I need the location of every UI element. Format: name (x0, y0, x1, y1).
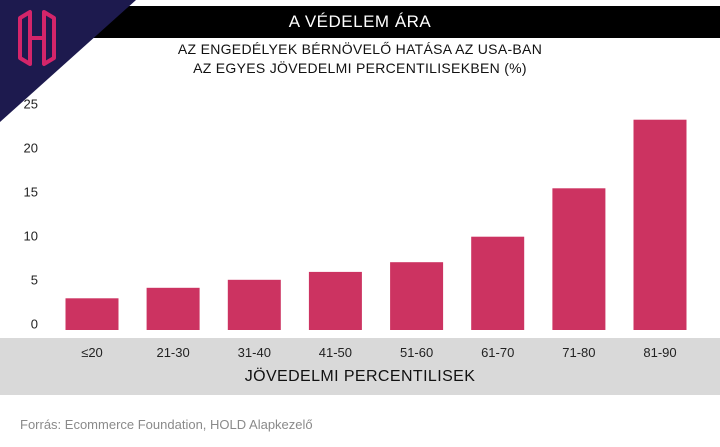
x-tick-label: 41-50 (319, 345, 352, 360)
y-tick-label: 15 (24, 185, 38, 200)
logo-h-icon (18, 10, 56, 66)
x-axis-band (0, 338, 720, 395)
x-tick-label: 81-90 (643, 345, 676, 360)
brand-logo (0, 0, 136, 122)
source-note: Forrás: Ecommerce Foundation, HOLD Alapk… (20, 417, 313, 432)
x-tick-label: 51-60 (400, 345, 433, 360)
bar-5 (390, 262, 444, 330)
chart-subtitle: AZ ENGEDÉLYEK BÉRNÖVELŐ HATÁSA AZ USA-BA… (160, 40, 560, 78)
logo-background-triangle (0, 0, 136, 122)
bar-4 (308, 271, 362, 330)
y-tick-label: 5 (31, 273, 38, 288)
y-tick-label: 10 (24, 229, 38, 244)
y-tick-label: 25 (24, 97, 38, 112)
x-tick-label: 21-30 (156, 345, 189, 360)
bar-3 (227, 279, 281, 330)
bar-2 (146, 287, 200, 330)
x-tick-label: 61-70 (481, 345, 514, 360)
y-tick-label: 0 (31, 317, 38, 332)
header-title: A VÉDELEM ÁRA (288, 12, 432, 31)
x-tick-label: 31-40 (238, 345, 271, 360)
x-tick-label: ≤20 (81, 345, 103, 360)
bar-6 (471, 236, 525, 330)
bar-8 (633, 119, 687, 330)
y-tick-label: 20 (24, 141, 38, 156)
bar-7 (552, 188, 606, 330)
bar-1 (65, 298, 119, 330)
x-tick-label: 71-80 (562, 345, 595, 360)
subtitle-line-1: AZ ENGEDÉLYEK BÉRNÖVELŐ HATÁSA AZ USA-BA… (177, 41, 543, 57)
x-axis-title: JÖVEDELMI PERCENTILISEK (244, 368, 476, 385)
subtitle-line-2: AZ EGYES JÖVEDELMI PERCENTILISEKBEN (%) (193, 60, 527, 76)
